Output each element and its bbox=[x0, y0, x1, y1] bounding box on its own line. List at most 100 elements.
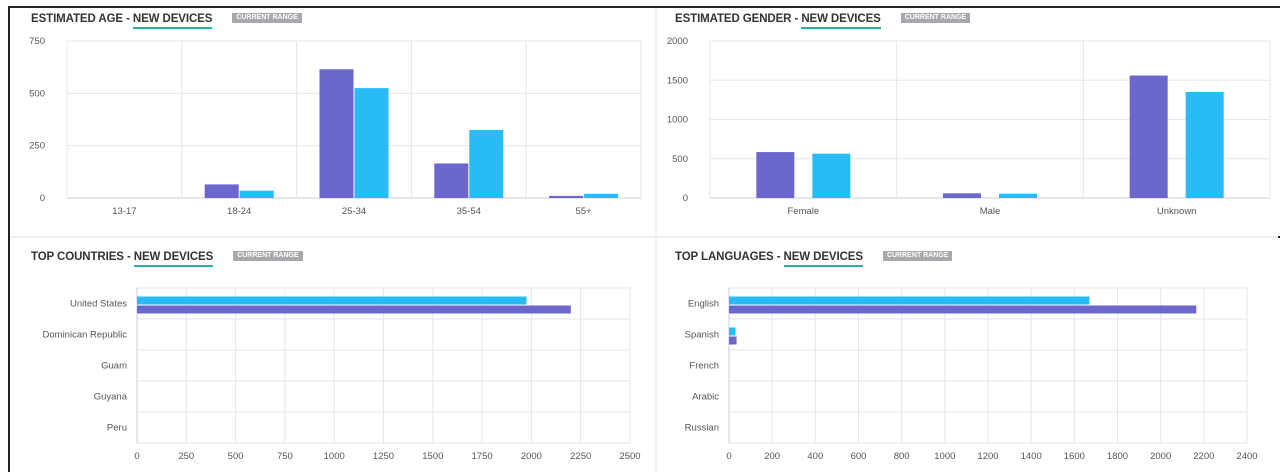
bar bbox=[137, 305, 571, 314]
gender-title-highlight: NEW DEVICES bbox=[801, 12, 881, 29]
countries-bar-chart: 0 250 500 750 1000 1250 1500 1750 2000 2250 2500 Un… bbox=[43, 287, 641, 462]
gender-panel: ESTIMATED GENDER - NEW DEVICES CURRENT R… bbox=[657, 8, 1282, 236]
y-tick-label: United States bbox=[70, 299, 127, 310]
y-tick-label: Guyana bbox=[94, 392, 128, 403]
dashboard-frame: ESTIMATED AGE - NEW DEVICES CURRENT RANG… bbox=[8, 6, 1282, 474]
bar bbox=[319, 69, 354, 198]
x-tick-label: 1800 bbox=[1107, 451, 1128, 462]
y-tick-label: 500 bbox=[672, 154, 688, 165]
x-tick-label: 13-17 bbox=[112, 206, 136, 217]
y-tick-label: 0 bbox=[683, 193, 688, 204]
x-tick-label: 1250 bbox=[373, 451, 394, 462]
current-range-badge[interactable]: CURRENT RANGE bbox=[900, 13, 971, 23]
y-tick-label: Russian bbox=[685, 423, 719, 434]
x-tick-label: Male bbox=[980, 206, 1001, 217]
y-tick-label: Peru bbox=[107, 423, 127, 434]
x-tick-label: 600 bbox=[851, 451, 867, 462]
age-panel: ESTIMATED AGE - NEW DEVICES CURRENT RANG… bbox=[10, 8, 655, 236]
y-tick-label: English bbox=[688, 299, 719, 310]
y-tick-label: Spanish bbox=[685, 330, 719, 341]
y-tick-label: 2000 bbox=[667, 36, 688, 47]
countries-panel-title: TOP COUNTRIES - NEW DEVICES bbox=[31, 250, 213, 267]
bar bbox=[1185, 92, 1224, 198]
x-tick-label: 750 bbox=[277, 451, 293, 462]
bar bbox=[469, 129, 504, 198]
y-tick-label: Guam bbox=[101, 361, 127, 372]
bar bbox=[729, 336, 737, 345]
bar bbox=[812, 153, 851, 198]
bar bbox=[756, 152, 795, 198]
x-tick-label: 0 bbox=[134, 451, 139, 462]
bar bbox=[549, 195, 584, 198]
bar bbox=[1129, 75, 1168, 198]
x-tick-label: 1000 bbox=[324, 451, 345, 462]
x-tick-label: 500 bbox=[228, 451, 244, 462]
x-tick-label: 35-54 bbox=[457, 206, 481, 217]
bar bbox=[729, 305, 1197, 314]
age-panel-title: ESTIMATED AGE - NEW DEVICES bbox=[31, 12, 212, 29]
x-tick-label: 2400 bbox=[1236, 451, 1257, 462]
gender-panel-title: ESTIMATED GENDER - NEW DEVICES bbox=[675, 12, 881, 29]
languages-panel-title: TOP LANGUAGES - NEW DEVICES bbox=[675, 250, 863, 267]
gender-title-prefix: ESTIMATED GENDER - bbox=[675, 13, 802, 25]
languages-title-prefix: TOP LANGUAGES - bbox=[675, 251, 784, 263]
current-range-badge[interactable]: CURRENT RANGE bbox=[233, 251, 303, 261]
bar bbox=[434, 163, 469, 198]
y-tick-label: 500 bbox=[29, 88, 45, 99]
x-tick-label: 1600 bbox=[1064, 451, 1085, 462]
age-bar-chart: 0 250 500 750 13-17 18-24 25-34 35-54 55+ bbox=[29, 36, 642, 217]
y-tick-label: French bbox=[689, 361, 719, 372]
x-tick-label: 2200 bbox=[1193, 451, 1214, 462]
bar bbox=[729, 296, 1090, 305]
y-tick-label: Arabic bbox=[692, 392, 719, 403]
x-tick-label: 18-24 bbox=[227, 206, 251, 217]
x-tick-label: 2500 bbox=[619, 451, 640, 462]
age-title-prefix: ESTIMATED AGE - bbox=[31, 13, 133, 25]
age-title-highlight: NEW DEVICES bbox=[132, 12, 212, 29]
bar bbox=[137, 296, 527, 305]
bar bbox=[584, 193, 619, 198]
current-range-badge[interactable]: CURRENT RANGE bbox=[882, 251, 953, 261]
x-tick-label: 2000 bbox=[1150, 451, 1171, 462]
bar bbox=[204, 184, 239, 198]
y-tick-label: 250 bbox=[29, 141, 45, 152]
x-tick-label: 1750 bbox=[472, 451, 493, 462]
y-tick-label: 0 bbox=[40, 193, 45, 204]
languages-title-highlight: NEW DEVICES bbox=[783, 250, 863, 267]
bar bbox=[729, 327, 736, 336]
x-tick-label: 0 bbox=[726, 451, 731, 462]
countries-panel: TOP COUNTRIES - NEW DEVICES CURRENT RANG… bbox=[10, 238, 655, 474]
bar bbox=[999, 193, 1037, 198]
x-tick-label: 25-34 bbox=[342, 206, 366, 217]
x-tick-label: 1000 bbox=[934, 451, 955, 462]
bar bbox=[354, 88, 389, 198]
gender-panel-header: ESTIMATED GENDER - NEW DEVICES CURRENT R… bbox=[675, 12, 971, 34]
y-tick-label: 750 bbox=[29, 36, 45, 47]
countries-panel-header: TOP COUNTRIES - NEW DEVICES CURRENT RANG… bbox=[31, 250, 303, 272]
y-tick-label: 1000 bbox=[667, 115, 688, 126]
x-tick-label: 1500 bbox=[422, 451, 443, 462]
x-tick-label: 200 bbox=[764, 451, 780, 462]
countries-title-prefix: TOP COUNTRIES - bbox=[31, 251, 134, 263]
y-tick-label: 1500 bbox=[667, 75, 688, 86]
x-tick-label: Unknown bbox=[1157, 206, 1197, 217]
x-tick-label: 2000 bbox=[521, 451, 542, 462]
countries-title-highlight: NEW DEVICES bbox=[133, 250, 213, 267]
x-tick-label: 800 bbox=[894, 451, 910, 462]
gender-bar-chart: 0 500 1000 1500 2000 Female Male Unknown bbox=[667, 36, 1271, 217]
x-tick-label: 55+ bbox=[576, 206, 593, 217]
x-tick-label: 250 bbox=[178, 451, 194, 462]
x-tick-label: 2250 bbox=[570, 451, 591, 462]
current-range-badge[interactable]: CURRENT RANGE bbox=[232, 13, 302, 23]
x-tick-label: Female bbox=[787, 206, 819, 217]
bar bbox=[943, 193, 981, 198]
languages-bar-chart: 0 200 400 600 800 1000 1200 1400 1600 1800 2000 220… bbox=[685, 287, 1258, 462]
languages-panel: TOP LANGUAGES - NEW DEVICES CURRENT RANG… bbox=[657, 238, 1282, 474]
y-tick-label: Dominican Republic bbox=[43, 330, 128, 341]
bar bbox=[239, 190, 274, 198]
age-panel-header: ESTIMATED AGE - NEW DEVICES CURRENT RANG… bbox=[31, 12, 302, 34]
x-tick-label: 1400 bbox=[1021, 451, 1042, 462]
x-tick-label: 1200 bbox=[977, 451, 998, 462]
x-tick-label: 400 bbox=[807, 451, 823, 462]
languages-panel-header: TOP LANGUAGES - NEW DEVICES CURRENT RANG… bbox=[675, 250, 953, 272]
